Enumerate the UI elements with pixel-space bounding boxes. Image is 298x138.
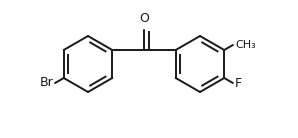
- Text: O: O: [139, 12, 149, 25]
- Text: Br: Br: [39, 76, 53, 90]
- Text: CH₃: CH₃: [235, 40, 256, 50]
- Text: F: F: [235, 76, 242, 90]
